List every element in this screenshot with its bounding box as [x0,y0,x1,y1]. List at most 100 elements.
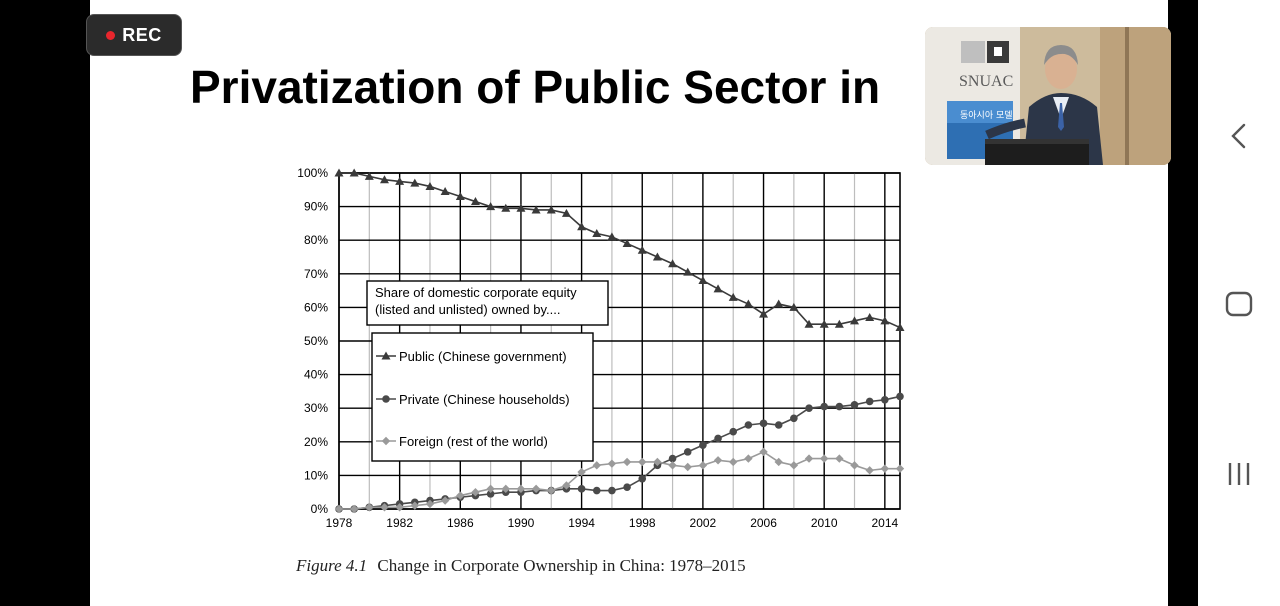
data-point [501,484,510,494]
data-point [425,181,435,190]
data-point [835,454,844,463]
x-tick-label: 1982 [386,516,413,530]
data-point [410,501,420,510]
data-point [880,464,890,473]
data-point [380,503,389,512]
figure-label: Figure 4.1 [296,556,368,575]
data-point [789,302,799,311]
figure-caption: Figure 4.1 Change in Corporate Ownership… [296,556,746,576]
x-tick-label: 2014 [871,516,898,530]
legend-marker [382,395,390,403]
data-point [714,434,722,443]
x-tick-label: 2002 [690,516,717,530]
data-point [819,319,829,328]
data-point [501,203,511,212]
data-point [471,488,480,497]
data-point [850,316,860,325]
data-point [865,312,875,321]
data-point [713,284,723,293]
data-point [455,192,465,201]
data-point [607,232,617,241]
data-point [744,454,753,463]
data-point [516,203,526,212]
x-axis-ticks: 1978 1982 1986 1990 1994 1998 2002 2006 2010 2014 [326,516,899,530]
data-point [713,456,723,465]
data-point [456,491,465,500]
data-point [683,462,692,472]
y-tick-label: 0% [311,502,329,516]
slide-title: Privatization of Public Sector in [190,61,881,113]
data-point [820,402,828,411]
recording-indicator[interactable]: REC [86,14,182,56]
data-point [698,461,708,470]
y-tick-label: 70% [304,267,328,281]
y-tick-label: 100% [297,166,328,180]
data-point [395,176,405,185]
data-point [486,484,495,494]
legend-label: Private (Chinese households) [399,392,570,407]
data-point [365,503,374,512]
chart-legend: Share of domestic corporate equity (list… [366,280,609,462]
video-banner-text: 동아시아 모델 [960,109,1013,121]
data-point [834,319,844,328]
back-icon[interactable] [1198,116,1280,156]
snuac-logo-icon [961,41,1009,63]
figure-caption-text: Change in Corporate Ownership in China: … [377,556,746,575]
data-point [349,168,359,177]
legend-label: Foreign (rest of the world) [399,434,548,449]
data-point [790,414,798,423]
speaker-video-thumbnail[interactable]: SNUAC 동아시아 모델 [925,27,1171,165]
data-point [699,441,707,449]
data-point [850,461,859,470]
data-point [546,205,556,214]
data-point [622,457,632,467]
data-point [410,178,420,187]
legend-marker [381,436,391,446]
recents-icon[interactable] [1198,454,1280,494]
y-tick-label: 50% [304,334,328,348]
data-point [835,402,844,411]
data-point [728,292,738,301]
data-point [774,299,784,308]
ownership-line-chart: 0%10%20%30%40%50%60%70%80%90%100% 1978 19… [297,166,905,530]
data-point [865,466,874,475]
data-point [668,454,677,463]
video-logo-text: SNUAC [959,73,1013,90]
data-point [577,485,586,493]
data-point [379,175,389,184]
data-point [592,486,601,495]
x-tick-label: 2006 [750,516,777,530]
data-point [516,484,526,494]
data-point [804,454,814,463]
y-tick-label: 40% [304,368,328,382]
data-point [729,457,738,467]
data-point [364,171,374,180]
data-point [623,483,631,491]
y-tick-label: 20% [304,435,328,449]
data-point [805,404,813,413]
android-navigation-bar [1198,0,1280,606]
data-point [668,461,677,470]
recording-label: REC [122,24,162,45]
data-point [652,252,662,261]
y-tick-label: 30% [304,401,328,415]
legend-entries-box [371,332,594,462]
x-tick-label: 1994 [568,516,595,530]
data-point [744,421,753,429]
data-point [440,186,450,195]
data-point [881,396,889,404]
data-point [896,392,904,401]
x-tick-label: 1990 [508,516,535,530]
home-icon[interactable] [1198,284,1280,324]
x-tick-label: 1998 [629,516,656,530]
data-point [683,267,693,276]
chart-series [334,168,905,514]
data-point [349,504,359,514]
data-point [486,490,495,498]
data-point [425,499,435,509]
data-point [561,208,571,217]
data-point [653,457,662,467]
data-point [729,427,738,436]
legend-label: Public (Chinese government) [399,349,567,364]
data-point [395,503,404,512]
